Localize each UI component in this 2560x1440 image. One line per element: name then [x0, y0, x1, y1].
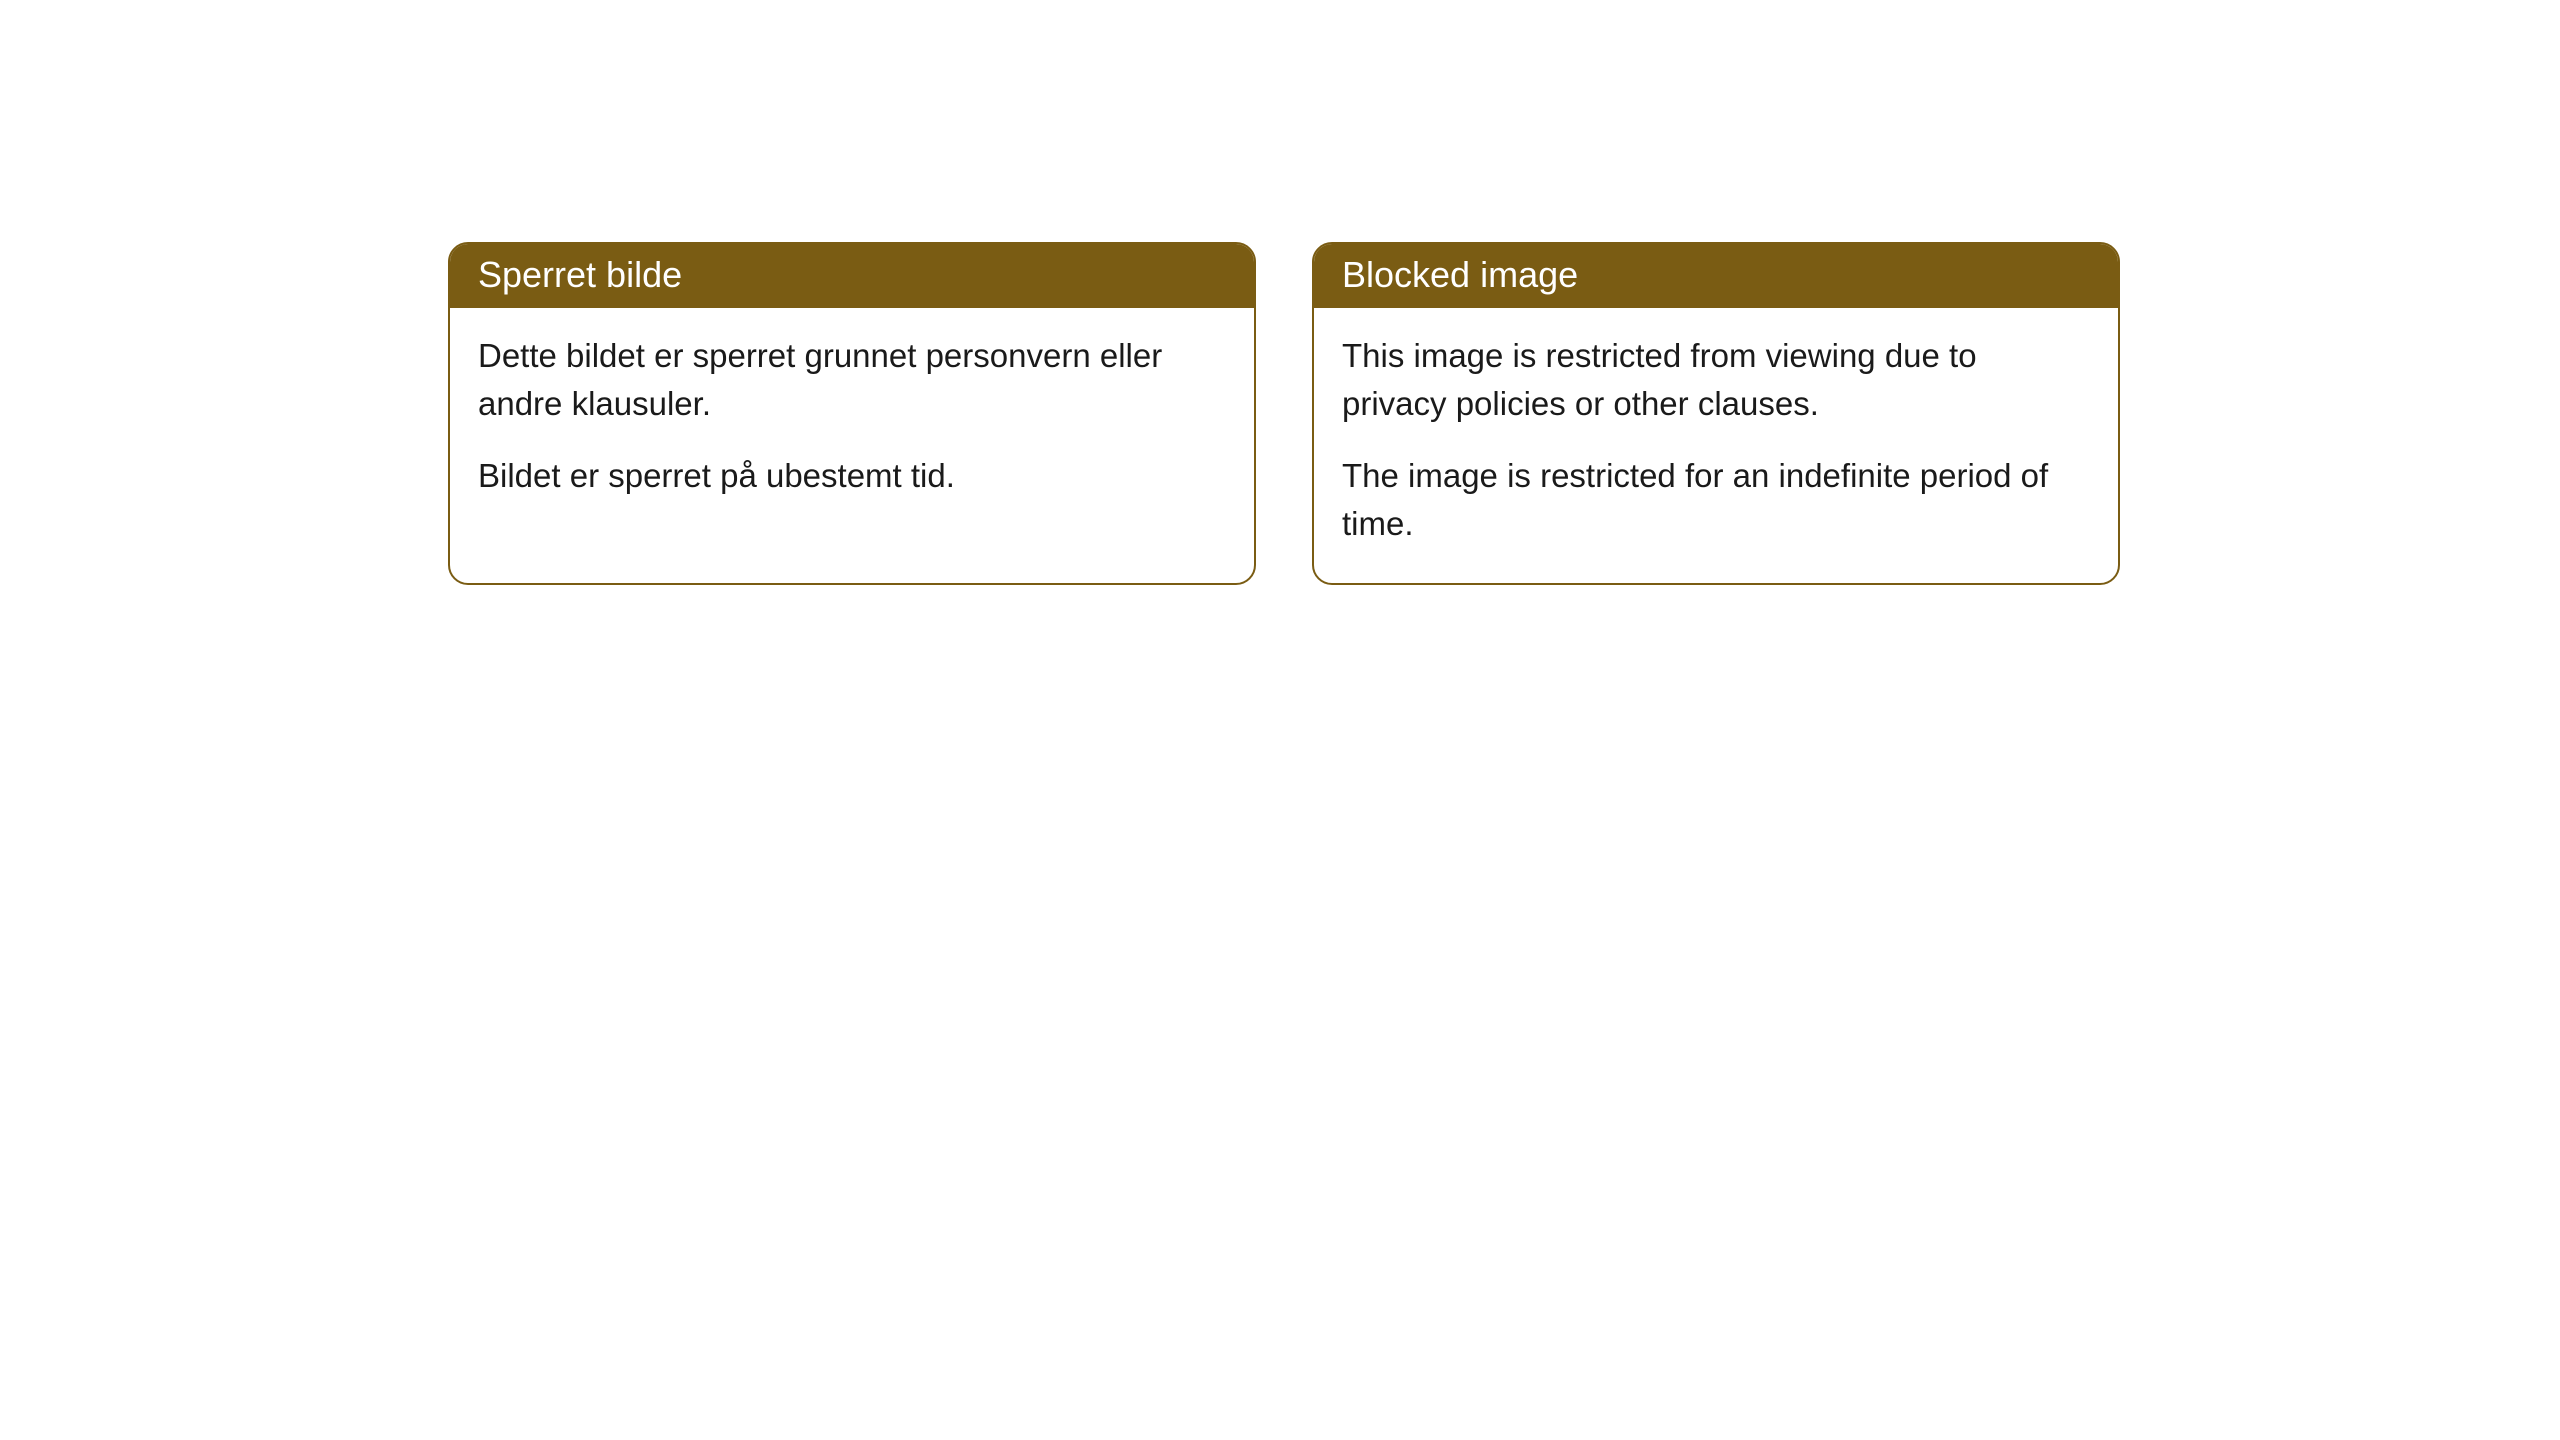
notice-card-paragraph: Dette bildet er sperret grunnet personve… [478, 332, 1226, 428]
notice-card-header: Blocked image [1314, 244, 2118, 308]
notice-card-title: Blocked image [1342, 254, 1578, 295]
notice-card-norwegian: Sperret bilde Dette bildet er sperret gr… [448, 242, 1256, 585]
notice-card-title: Sperret bilde [478, 254, 682, 295]
notice-card-paragraph: This image is restricted from viewing du… [1342, 332, 2090, 428]
notice-card-paragraph: Bildet er sperret på ubestemt tid. [478, 452, 1226, 500]
notice-card-body: Dette bildet er sperret grunnet personve… [450, 308, 1254, 536]
notice-cards-container: Sperret bilde Dette bildet er sperret gr… [448, 242, 2120, 585]
notice-card-english: Blocked image This image is restricted f… [1312, 242, 2120, 585]
notice-card-header: Sperret bilde [450, 244, 1254, 308]
notice-card-paragraph: The image is restricted for an indefinit… [1342, 452, 2090, 548]
notice-card-body: This image is restricted from viewing du… [1314, 308, 2118, 583]
